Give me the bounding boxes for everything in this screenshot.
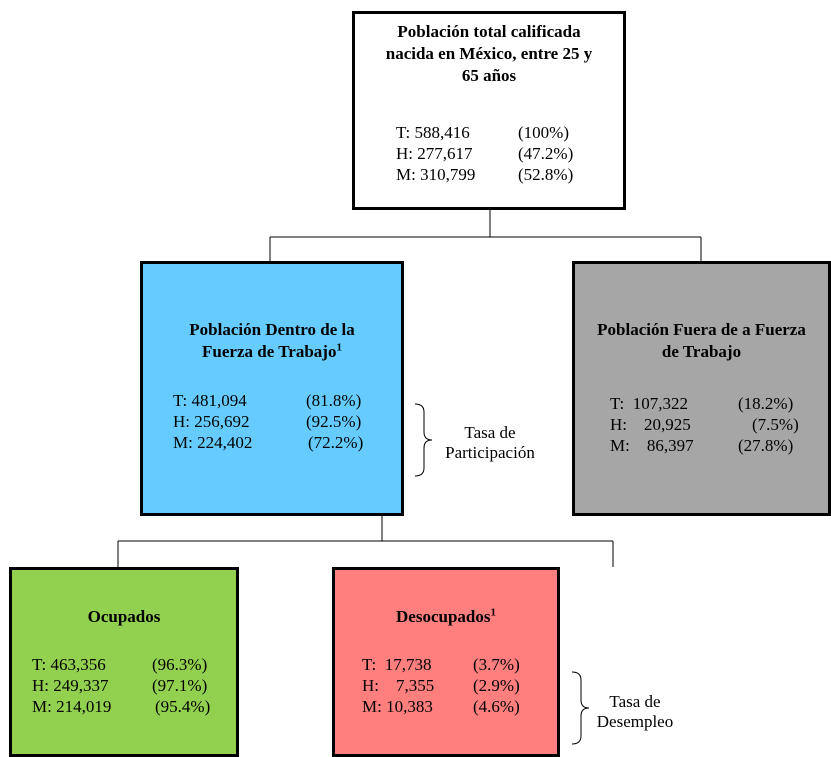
unemployment-rate-note: Tasa de Desempleo (585, 692, 685, 732)
note-line: Tasa de (464, 423, 516, 442)
row-women-label: M: 86,397 (610, 436, 694, 455)
footnote-mark: 1 (336, 341, 342, 354)
total-population-box: Población total calificada nacida en Méx… (352, 11, 626, 210)
row-total-pct: (3.7%) (473, 655, 520, 674)
row-women-label: M: 310,799 (396, 165, 476, 184)
title-line: Población Dentro de la (189, 320, 355, 339)
title-line: nacida en México, entre 25 y (385, 44, 593, 63)
row-men-pct: (92.5%) (306, 412, 362, 431)
row-men-label: H: 7,355 (362, 676, 435, 695)
row-women-pct: (4.6%) (473, 697, 520, 716)
title-line: Fuerza de Trabajo1 (143, 341, 401, 363)
row-men-pct: (47.2%) (518, 144, 574, 163)
unemployment-brace (571, 671, 590, 745)
inside-labor-force-box: Población Dentro de la Fuerza de Trabajo… (140, 261, 404, 516)
participation-rate-note: Tasa de Participación (430, 423, 550, 463)
unemployed-title: Desocupados1 (335, 606, 557, 628)
row-women-pct: (27.8%) (738, 436, 794, 455)
participation-brace (414, 403, 433, 477)
row-men-pct: (2.9%) (473, 676, 520, 695)
row-men-pct: (97.1%) (152, 676, 208, 695)
row-men-label: H: 249,337 (32, 676, 109, 695)
unemployed-box: Desocupados1 T: 17,738 (3.7%) H: 7,355 (… (332, 567, 560, 757)
row-men-pct: (7.5%) (752, 415, 799, 434)
title-text: Desocupados (396, 607, 491, 626)
title-line: de Trabajo (661, 342, 742, 361)
employed-box: Ocupados T: 463,356 (96.3%) H: 249,337 (… (9, 567, 239, 757)
outside-labor-force-title: Población Fuera de a Fuerza de Trabajo (575, 319, 828, 363)
title-text: Fuerza de Trabajo (202, 342, 337, 361)
row-total-label: T: 107,322 (610, 394, 689, 413)
row-women-label: M: 214,019 (32, 697, 112, 716)
row-men-label: H: 256,692 (173, 412, 250, 431)
total-population-title: Población total calificada nacida en Méx… (355, 21, 623, 87)
employed-title: Ocupados (12, 606, 236, 628)
title-line: Desocupados1 (335, 606, 557, 628)
row-men-label: H: 20,925 (610, 415, 691, 434)
row-women-label: M: 224,402 (173, 433, 253, 452)
row-total-label: T: 17,738 (362, 655, 432, 674)
footnote-mark: 1 (490, 606, 496, 619)
row-total-pct: (100%) (518, 123, 569, 142)
inside-labor-force-title: Población Dentro de la Fuerza de Trabajo… (143, 319, 401, 363)
row-total-label: T: 588,416 (396, 123, 470, 142)
row-total-pct: (18.2%) (738, 394, 794, 413)
title-line: Población Fuera de a Fuerza (597, 320, 806, 339)
title-line: Ocupados (87, 607, 161, 626)
row-men-label: H: 277,617 (396, 144, 473, 163)
note-line: Tasa de (609, 692, 661, 711)
row-women-pct: (52.8%) (518, 165, 574, 184)
title-line: Población total calificada (397, 22, 581, 41)
row-women-pct: (72.2%) (308, 433, 364, 452)
row-women-pct: (95.4%) (155, 697, 211, 716)
row-total-pct: (96.3%) (152, 655, 208, 674)
row-women-label: M: 10,383 (362, 697, 433, 716)
row-total-label: T: 481,094 (173, 391, 247, 410)
note-line: Participación (445, 443, 535, 462)
title-line: 65 años (461, 66, 517, 85)
row-total-pct: (81.8%) (306, 391, 362, 410)
note-line: Desempleo (596, 712, 674, 731)
row-total-label: T: 463,356 (32, 655, 106, 674)
outside-labor-force-box: Población Fuera de a Fuerza de Trabajo T… (572, 261, 831, 516)
